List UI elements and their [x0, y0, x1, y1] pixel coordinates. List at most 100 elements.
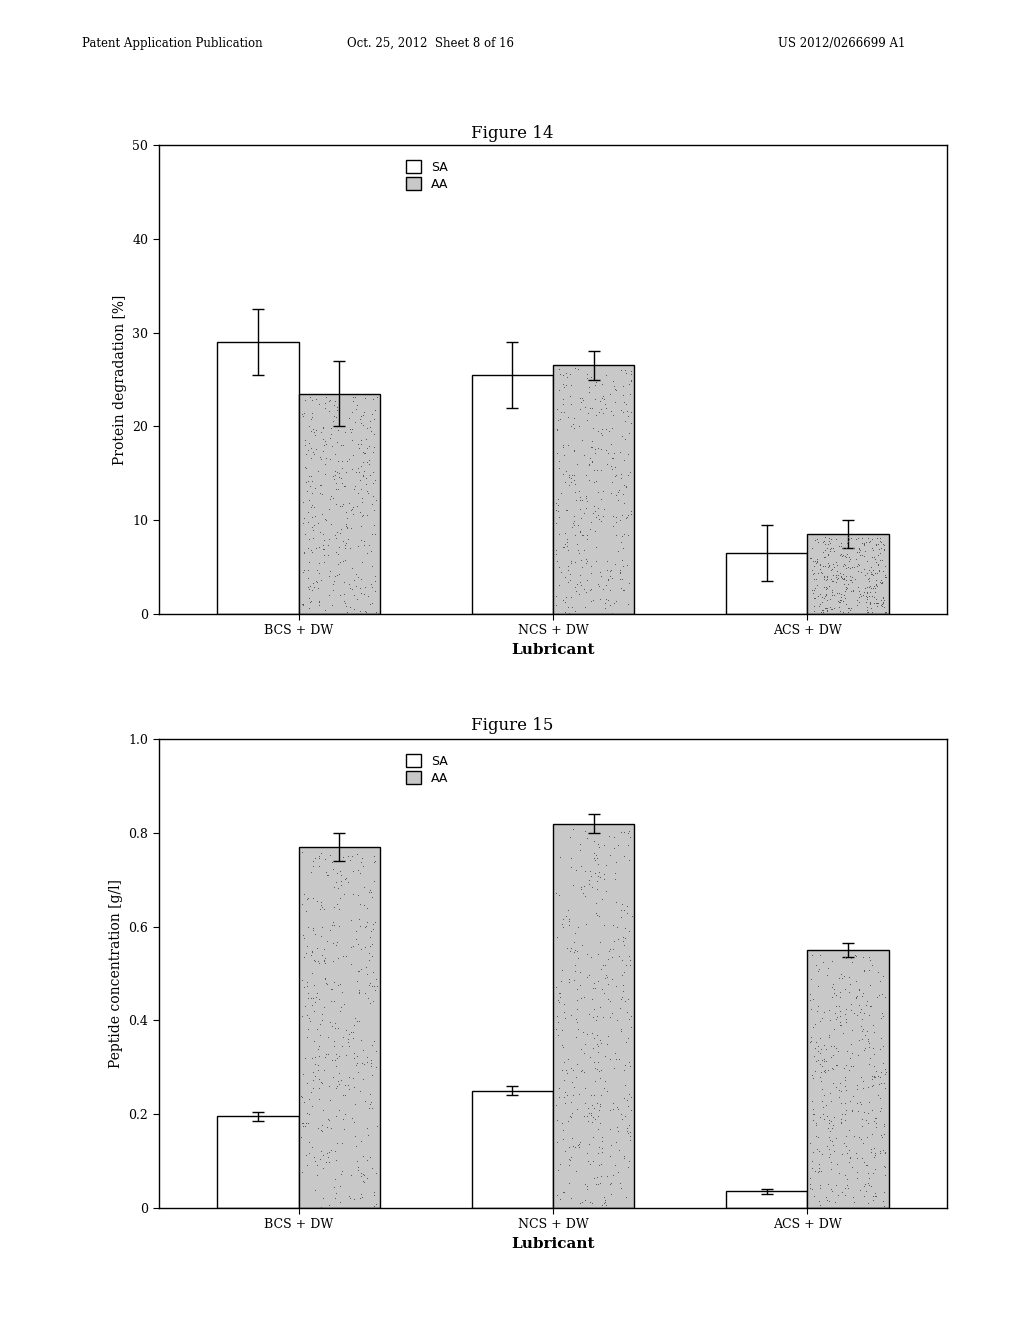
Point	[343, 500, 359, 521]
Point	[325, 1049, 341, 1071]
Point	[304, 516, 321, 537]
Point	[822, 528, 839, 549]
Point	[298, 1027, 314, 1048]
Point	[548, 499, 564, 520]
Point	[343, 421, 359, 442]
Point	[552, 1188, 568, 1209]
Point	[856, 1040, 872, 1061]
Point	[366, 975, 382, 997]
Point	[336, 572, 352, 593]
Point	[849, 1045, 865, 1067]
Point	[331, 899, 347, 920]
Point	[364, 921, 380, 942]
Point	[839, 537, 855, 558]
Point	[810, 1040, 826, 1061]
Point	[808, 1125, 824, 1146]
Point	[860, 569, 877, 590]
Point	[345, 1111, 361, 1133]
Point	[589, 870, 605, 891]
Point	[303, 987, 319, 1008]
Point	[841, 966, 857, 987]
Point	[819, 544, 836, 565]
Point	[807, 550, 823, 572]
Point	[607, 1155, 624, 1176]
Point	[352, 516, 369, 537]
Point	[556, 536, 572, 557]
Point	[561, 972, 578, 993]
Point	[613, 949, 630, 970]
Point	[316, 899, 333, 920]
Point	[325, 595, 341, 616]
Point	[355, 876, 372, 898]
Point	[858, 1180, 874, 1201]
Point	[325, 574, 341, 595]
Point	[872, 569, 889, 590]
Point	[566, 941, 583, 962]
Point	[849, 985, 865, 1006]
Point	[805, 1142, 821, 1163]
Point	[565, 1084, 582, 1105]
Point	[585, 418, 601, 440]
Point	[358, 964, 375, 985]
Point	[838, 570, 854, 591]
Point	[822, 1158, 839, 1179]
Point	[802, 546, 818, 568]
Bar	[472, 1090, 553, 1208]
Point	[350, 884, 367, 906]
Point	[617, 475, 634, 496]
Point	[817, 1094, 834, 1115]
Point	[816, 533, 833, 554]
Point	[306, 421, 323, 442]
Point	[313, 925, 330, 946]
Point	[820, 553, 837, 574]
Point	[609, 490, 626, 511]
Point	[351, 437, 368, 458]
Point	[305, 572, 322, 593]
Point	[867, 533, 884, 554]
Point	[359, 1047, 376, 1068]
Point	[845, 1187, 861, 1208]
Point	[551, 506, 567, 527]
Point	[354, 1146, 371, 1167]
Point	[603, 434, 620, 455]
Point	[849, 594, 865, 615]
Point	[620, 1096, 636, 1117]
Point	[565, 512, 582, 533]
Point	[354, 1068, 371, 1089]
Point	[591, 508, 607, 529]
Point	[366, 515, 382, 536]
Point	[343, 909, 359, 931]
Point	[574, 525, 591, 546]
Point	[305, 1077, 322, 1098]
Point	[606, 869, 623, 890]
Point	[328, 1044, 344, 1065]
Point	[308, 420, 325, 441]
Point	[859, 562, 876, 583]
Point	[583, 366, 599, 387]
Point	[562, 550, 579, 572]
Point	[867, 1142, 884, 1163]
Point	[328, 479, 344, 500]
Point	[304, 942, 321, 964]
Point	[333, 865, 349, 886]
Point	[820, 554, 837, 576]
Point	[316, 397, 333, 418]
Point	[617, 393, 634, 414]
Point	[307, 1150, 324, 1171]
Point	[876, 1181, 892, 1203]
Point	[833, 586, 849, 607]
Point	[561, 385, 578, 407]
Point	[563, 1092, 580, 1113]
Point	[614, 504, 631, 525]
Point	[838, 593, 854, 614]
Point	[585, 1038, 601, 1059]
Point	[548, 594, 564, 615]
Point	[354, 404, 371, 425]
Point	[824, 539, 841, 560]
Point	[364, 933, 380, 954]
Point	[613, 1109, 630, 1130]
Point	[811, 945, 827, 966]
Point	[301, 1143, 317, 1164]
Point	[333, 874, 349, 895]
Point	[835, 1104, 851, 1125]
